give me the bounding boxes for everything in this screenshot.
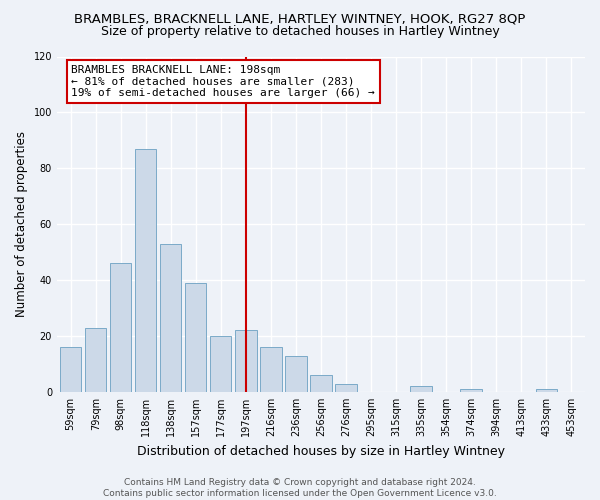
Bar (536, 389, 557, 392)
Bar (85, 328, 106, 392)
X-axis label: Distribution of detached houses by size in Hartley Wintney: Distribution of detached houses by size … (137, 444, 505, 458)
Text: Size of property relative to detached houses in Hartley Wintney: Size of property relative to detached ho… (101, 25, 499, 38)
Y-axis label: Number of detached properties: Number of detached properties (15, 131, 28, 317)
Bar (210, 336, 232, 392)
Bar (335, 384, 356, 392)
Bar (60, 347, 82, 392)
Text: Contains HM Land Registry data © Crown copyright and database right 2024.
Contai: Contains HM Land Registry data © Crown c… (103, 478, 497, 498)
Bar (160, 244, 181, 392)
Bar (235, 330, 257, 392)
Bar (410, 386, 432, 392)
Bar (460, 389, 482, 392)
Bar (135, 148, 157, 392)
Bar (110, 264, 131, 392)
Text: BRAMBLES, BRACKNELL LANE, HARTLEY WINTNEY, HOOK, RG27 8QP: BRAMBLES, BRACKNELL LANE, HARTLEY WINTNE… (74, 12, 526, 26)
Bar (285, 356, 307, 392)
Bar (260, 347, 281, 392)
Bar (310, 375, 332, 392)
Text: BRAMBLES BRACKNELL LANE: 198sqm
← 81% of detached houses are smaller (283)
19% o: BRAMBLES BRACKNELL LANE: 198sqm ← 81% of… (71, 65, 375, 98)
Bar (185, 283, 206, 392)
